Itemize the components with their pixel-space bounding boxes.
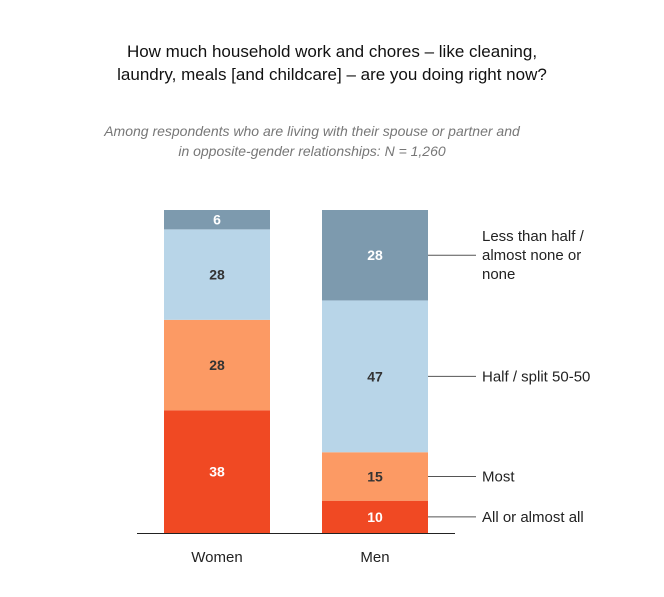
data-label: 28	[367, 247, 383, 263]
bar-segment	[164, 410, 270, 533]
legend-label: none	[482, 266, 515, 283]
legend-label: All or almost all	[482, 509, 584, 526]
bar-segment	[322, 452, 428, 501]
data-label: 47	[367, 368, 383, 384]
data-label: 10	[367, 509, 383, 525]
category-label: Women	[191, 549, 242, 566]
data-label: 28	[209, 357, 225, 373]
bar-segment	[322, 210, 428, 301]
legend-label: Less than half /	[482, 228, 585, 245]
chart-subtitle-line-2: in opposite-gender relationships: N = 1,…	[178, 143, 446, 159]
legend-label: Half / split 50-50	[482, 368, 590, 385]
chart-title-line-2: laundry, meals [and childcare] – are you…	[117, 65, 547, 84]
chart-title: How much household work and chores – lik…	[0, 40, 664, 86]
legend-label: almost none or	[482, 247, 581, 264]
data-label: 6	[213, 212, 221, 228]
bar-segment	[164, 229, 270, 320]
chart-subtitle: Among respondents who are living with th…	[0, 121, 624, 161]
bar-segment	[164, 319, 270, 411]
data-label: 15	[367, 468, 383, 484]
data-label: 38	[209, 464, 225, 480]
bar-segment	[322, 500, 428, 533]
bar-segment	[164, 210, 270, 230]
category-label: Men	[360, 549, 389, 566]
bar-segment	[322, 300, 428, 453]
data-label: 28	[209, 267, 225, 283]
chart-title-line-1: How much household work and chores – lik…	[126, 42, 538, 61]
chart-subtitle-line-1: Among respondents who are living with th…	[104, 123, 520, 139]
legend-label: Most	[482, 468, 515, 485]
